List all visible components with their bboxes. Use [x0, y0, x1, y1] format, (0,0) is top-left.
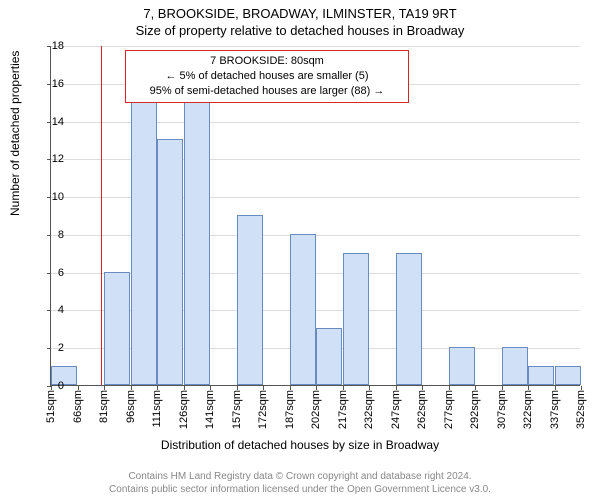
y-axis-label: Number of detached properties [8, 51, 22, 216]
ytick-label: 16 [34, 78, 64, 90]
xtick-label: 322sqm [522, 390, 534, 429]
histogram-bar [528, 366, 554, 385]
xtick-label: 247sqm [390, 390, 402, 429]
footer-attribution: Contains HM Land Registry data © Crown c… [0, 470, 600, 496]
histogram-bar [502, 347, 528, 385]
annotation-box: 7 BROOKSIDE: 80sqm← 5% of detached house… [125, 50, 409, 103]
xtick-label: 292sqm [469, 390, 481, 429]
histogram-bar [316, 328, 342, 385]
xtick-label: 81sqm [98, 390, 110, 423]
xtick-label: 141sqm [204, 390, 216, 429]
ytick-label: 10 [34, 191, 64, 203]
property-marker-line [101, 46, 102, 385]
footer-line-2: Contains public sector information licen… [0, 483, 600, 496]
histogram-bar [184, 102, 210, 385]
ytick-label: 12 [34, 153, 64, 165]
histogram-bar [104, 272, 130, 385]
xtick-label: 96sqm [125, 390, 137, 423]
chart-title-main: 7, BROOKSIDE, BROADWAY, ILMINSTER, TA19 … [0, 0, 600, 21]
histogram-bar [396, 253, 422, 385]
xtick-label: 172sqm [257, 390, 269, 429]
ytick-label: 14 [34, 116, 64, 128]
ytick-label: 18 [34, 40, 64, 52]
xtick-label: 262sqm [416, 390, 428, 429]
chart-title-sub: Size of property relative to detached ho… [0, 21, 600, 38]
xtick-label: 51sqm [45, 390, 57, 423]
ytick-label: 8 [34, 229, 64, 241]
plot-area: 51sqm66sqm81sqm96sqm111sqm126sqm141sqm15… [50, 46, 580, 386]
xtick-label: 352sqm [575, 390, 587, 429]
chart-area: 51sqm66sqm81sqm96sqm111sqm126sqm141sqm15… [50, 46, 580, 386]
histogram-bar [237, 215, 263, 385]
xtick-label: 111sqm [151, 390, 163, 428]
histogram-bar [290, 234, 316, 385]
histogram-bar [449, 347, 475, 385]
xtick-label: 217sqm [337, 390, 349, 429]
xtick-label: 277sqm [443, 390, 455, 429]
gridline [51, 46, 580, 47]
xtick-label: 157sqm [231, 390, 243, 429]
footer-line-1: Contains HM Land Registry data © Crown c… [0, 470, 600, 483]
ytick-label: 4 [34, 304, 64, 316]
histogram-bar [131, 102, 157, 385]
xtick-label: 66sqm [72, 390, 84, 423]
xtick-label: 232sqm [363, 390, 375, 429]
annotation-line: ← 5% of detached houses are smaller (5) [132, 69, 402, 84]
annotation-line: 95% of semi-detached houses are larger (… [132, 84, 402, 99]
ytick-label: 6 [34, 267, 64, 279]
x-axis-label: Distribution of detached houses by size … [0, 438, 600, 452]
ytick-label: 0 [34, 380, 64, 392]
xtick-label: 126sqm [178, 390, 190, 429]
xtick-label: 307sqm [496, 390, 508, 429]
annotation-line: 7 BROOKSIDE: 80sqm [132, 54, 402, 69]
xtick-label: 202sqm [310, 390, 322, 429]
histogram-bar [555, 366, 581, 385]
xtick-label: 337sqm [549, 390, 561, 429]
ytick-label: 2 [34, 342, 64, 354]
histogram-bar [157, 139, 183, 385]
xtick-label: 187sqm [284, 390, 296, 429]
histogram-bar [343, 253, 369, 385]
